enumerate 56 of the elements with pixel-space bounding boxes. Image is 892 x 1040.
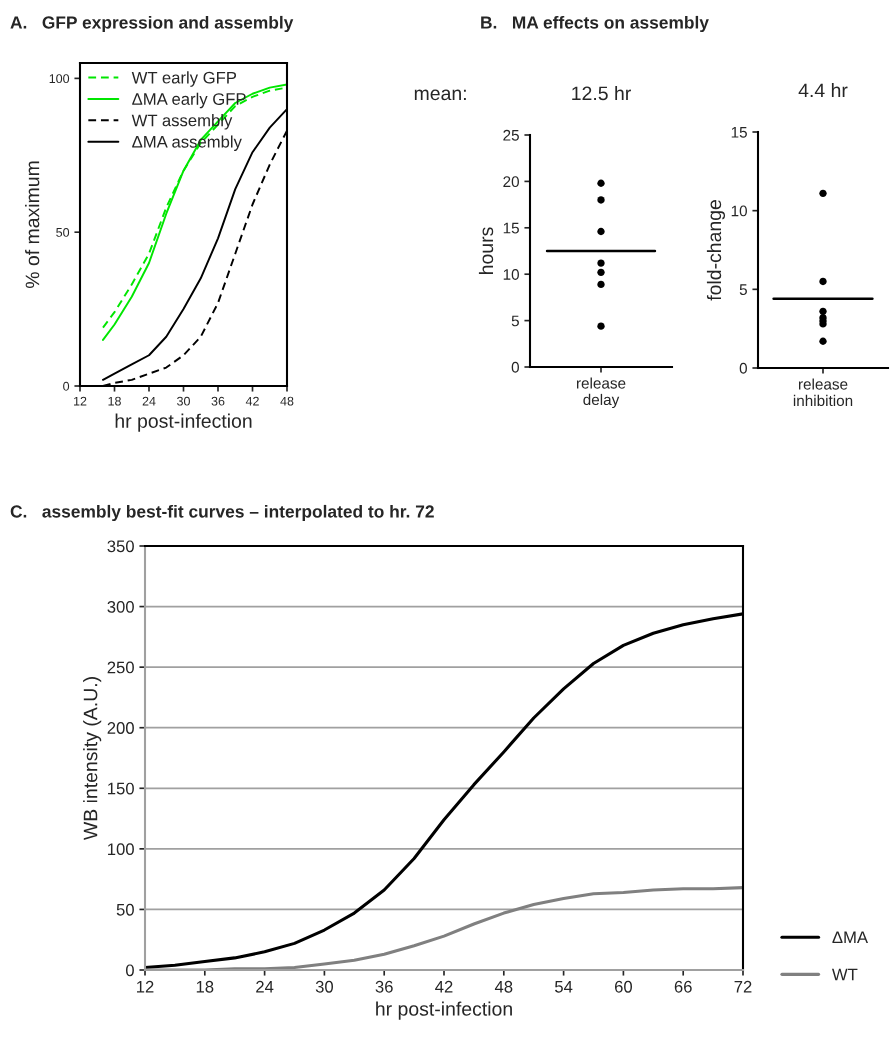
chart-title: C. assembly best-fit curves – interpolated to hr. 72 [10,504,434,522]
y-tick-label: 25 [503,129,519,141]
y-tick-label: 0 [739,362,747,374]
y-tick-label: 15 [503,222,519,234]
y-tick-label: 350 [107,540,134,553]
y-tick-label: 50 [56,227,70,237]
y-axis-title: % of maximum [25,161,40,289]
x-tick-label: 30 [177,396,190,406]
x-tick-label: 48 [494,980,513,993]
x-tick-label: 66 [674,980,692,993]
x-tick-label: 24 [142,396,156,406]
legend-label: ΔMA [832,931,869,943]
y-tick-label: 10 [503,269,519,280]
x-tick-label: 30 [315,980,334,993]
y-tick-label: 5 [739,284,747,296]
y-tick-label: 20 [503,176,519,188]
legend-label: WT [831,968,858,981]
y-tick-label: 200 [107,722,134,734]
x-tick-label: 18 [108,396,121,406]
y-tick-label: 10 [731,205,747,217]
y-tick-label: 100 [49,74,70,84]
x-tick-label: 42 [245,396,259,406]
y-axis-title: WB intensity (A.U.) [83,677,102,841]
x-tick-label: release delay [576,377,626,409]
y-tick-label: 0 [63,381,70,391]
x-tick-label: 36 [211,396,225,406]
x-tick-label: 36 [375,980,393,993]
y-tick-label: 300 [107,600,134,613]
x-tick-label: 24 [256,980,274,993]
x-axis-title: hr post-infection [376,1001,512,1020]
x-tick-label: 48 [280,396,294,406]
x-tick-label: 12 [137,980,154,993]
x-tick-label: release inhibition [793,378,853,407]
x-tick-label: 60 [614,980,633,993]
y-tick-label: 15 [731,127,747,138]
x-tick-label: 18 [196,980,214,993]
y-tick-label: 0 [511,361,519,373]
x-tick-label: 12 [74,396,87,406]
ref-line-label: 4.4 hr [798,82,848,98]
x-tick-label: 54 [555,981,573,993]
legend-label: WT early GFP [131,71,237,87]
y-tick-label: 150 [108,782,134,795]
y-tick-label: 100 [108,843,134,856]
chart-title: A. GFP expression and assembly [10,15,294,33]
x-tick-label: 42 [435,980,453,993]
y-tick-label: 5 [511,315,519,327]
y-tick-label: 50 [116,903,134,916]
text: mean: [414,89,466,101]
ref-line-label: 12.5 hr [572,85,631,101]
y-axis-title: fold-change [706,200,726,301]
y-tick-label: 0 [125,964,134,977]
x-tick-label: 72 [734,980,752,993]
chart-title: B. MA effects on assembly [481,15,709,33]
y-tick-label: 250 [107,661,134,674]
x-axis-title: hr post-infection [115,413,252,432]
y-axis-title: hours [478,227,494,274]
